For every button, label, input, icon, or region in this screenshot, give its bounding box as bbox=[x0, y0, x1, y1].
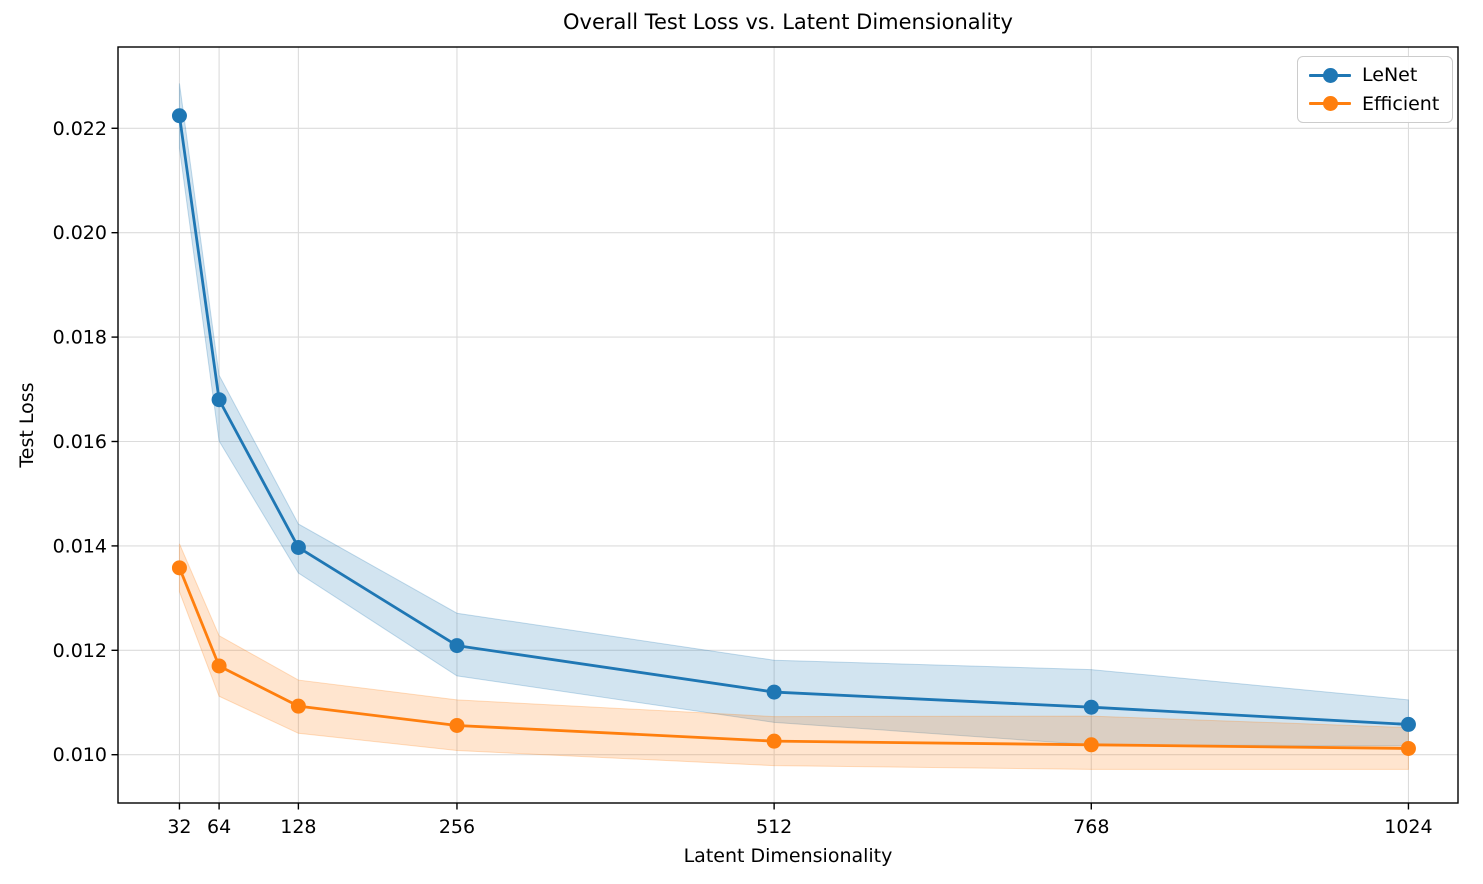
x-tick-label: 256 bbox=[439, 816, 475, 838]
y-tick-label: 0.014 bbox=[53, 535, 107, 557]
x-tick-label: 768 bbox=[1073, 816, 1109, 838]
data-point-lenet bbox=[1400, 716, 1416, 732]
x-tick-label: 1024 bbox=[1384, 816, 1432, 838]
x-tick-label: 64 bbox=[207, 816, 231, 838]
y-tick-label: 0.010 bbox=[53, 744, 107, 766]
y-tick-label: 0.012 bbox=[53, 640, 107, 662]
y-tick-label: 0.022 bbox=[53, 118, 107, 140]
legend-item-efficient: Efficient bbox=[1309, 91, 1441, 117]
data-point-lenet bbox=[449, 638, 465, 654]
data-point-efficient bbox=[290, 698, 306, 714]
x-tick-label: 32 bbox=[167, 816, 191, 838]
y-tick-label: 0.020 bbox=[53, 222, 107, 244]
data-point-lenet bbox=[766, 684, 782, 700]
data-point-efficient bbox=[766, 733, 782, 749]
confidence-band-efficient bbox=[178, 543, 1409, 770]
data-point-lenet bbox=[290, 539, 306, 555]
data-point-efficient bbox=[1083, 737, 1099, 753]
legend-dot-efficient bbox=[1322, 96, 1338, 112]
axes-spines bbox=[117, 46, 1459, 804]
chart-title: Overall Test Loss vs. Latent Dimensional… bbox=[563, 10, 1013, 34]
legend: LeNet Efficient bbox=[1297, 56, 1453, 123]
legend-label-lenet: LeNet bbox=[1362, 64, 1418, 87]
data-point-efficient bbox=[1400, 740, 1416, 756]
data-point-efficient bbox=[211, 658, 227, 674]
x-tick-label: 128 bbox=[280, 816, 316, 838]
confidence-band-lenet bbox=[178, 83, 1409, 747]
legend-marker-efficient bbox=[1309, 96, 1351, 112]
legend-marker-lenet bbox=[1309, 67, 1351, 83]
x-tick-label: 512 bbox=[756, 816, 792, 838]
data-point-efficient bbox=[449, 717, 465, 733]
data-point-lenet bbox=[171, 108, 187, 124]
data-point-lenet bbox=[1083, 699, 1099, 715]
series-line-lenet bbox=[178, 115, 1409, 726]
legend-item-lenet: LeNet bbox=[1309, 62, 1441, 88]
data-point-lenet bbox=[211, 392, 227, 408]
legend-label-efficient: Efficient bbox=[1362, 92, 1440, 115]
y-tick-label: 0.016 bbox=[53, 431, 107, 453]
legend-dot-lenet bbox=[1322, 67, 1338, 83]
y-tick-label: 0.018 bbox=[53, 327, 107, 349]
data-point-efficient bbox=[171, 560, 187, 576]
x-axis-label: Latent Dimensionality bbox=[683, 845, 893, 867]
y-axis-label: Test Loss bbox=[16, 382, 38, 468]
